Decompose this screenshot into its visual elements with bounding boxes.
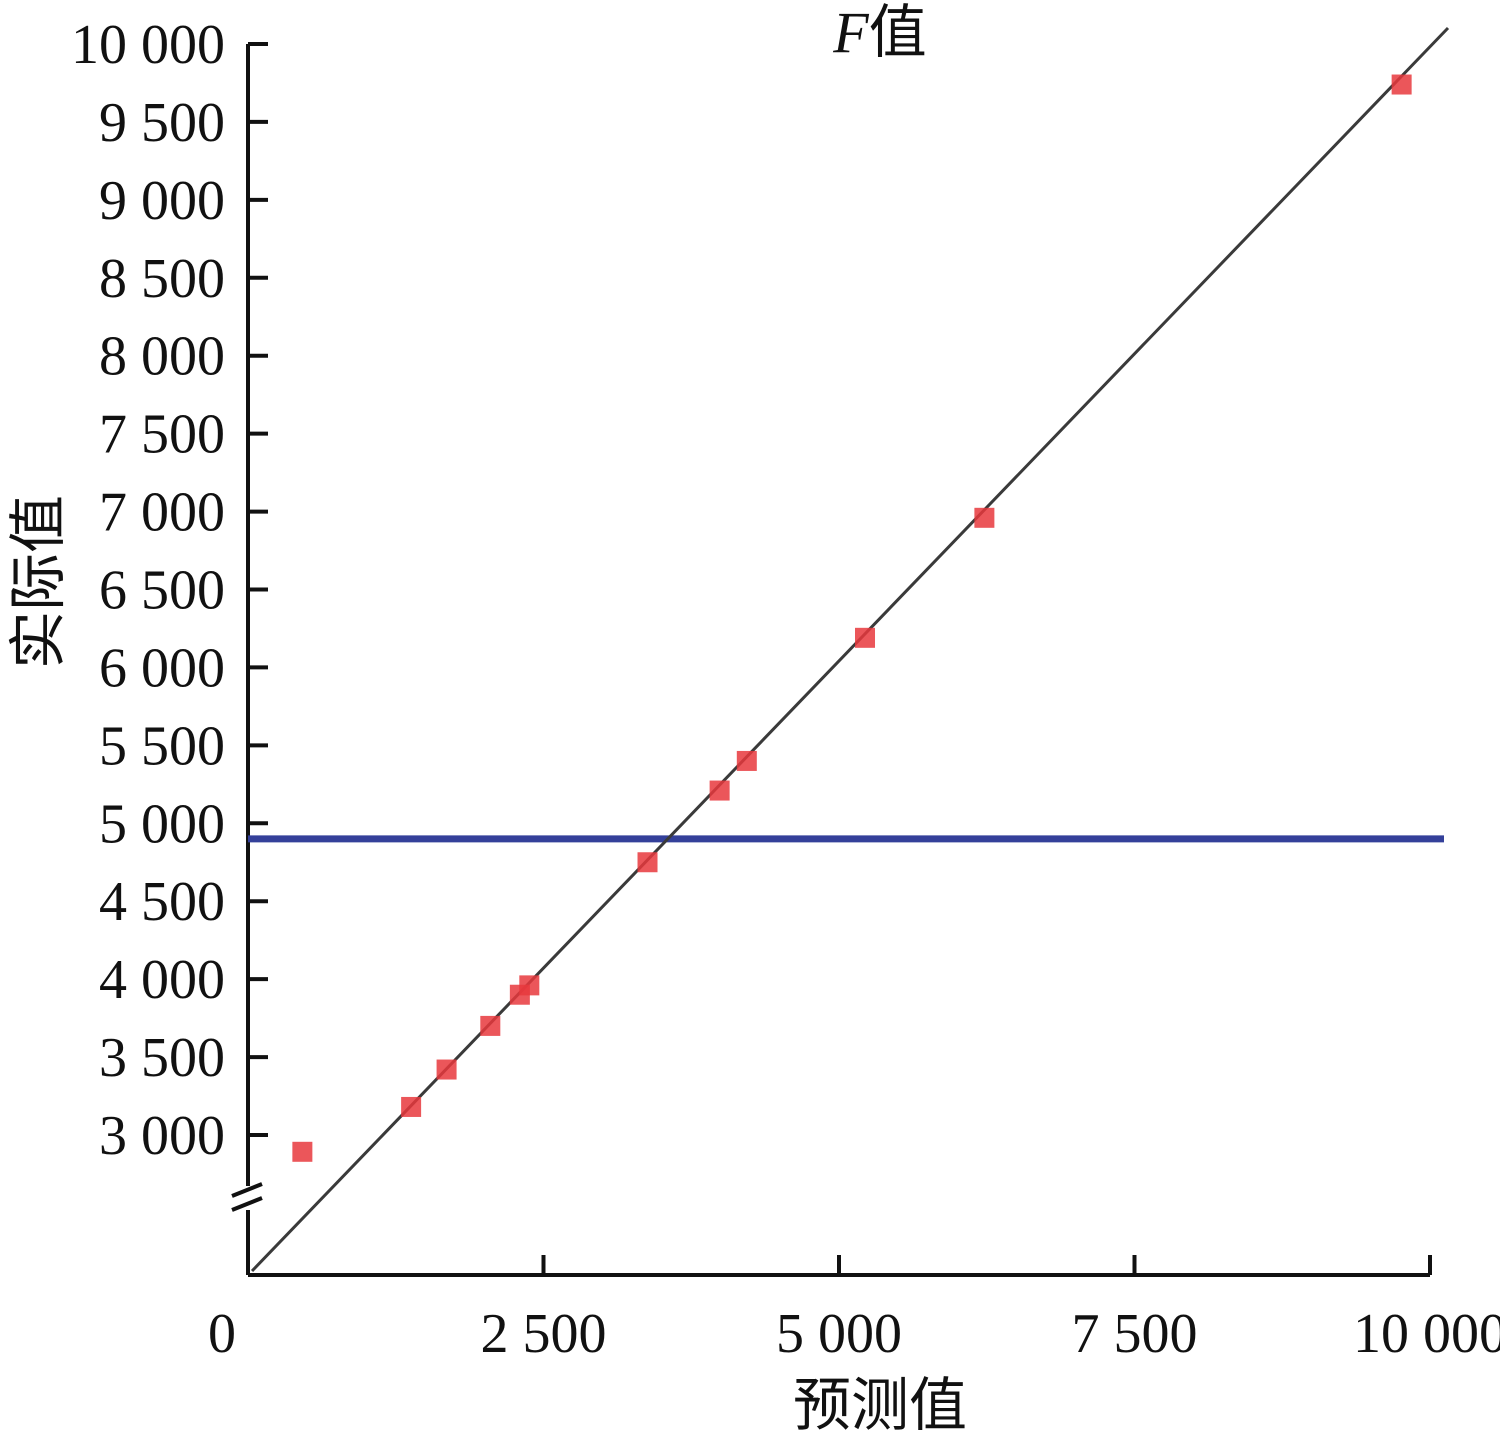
- y-tick-label: 5 500: [99, 715, 225, 777]
- y-tick-label: 9 000: [99, 170, 225, 232]
- y-tick-label: 7 500: [99, 404, 225, 466]
- y-tick-label: 6 000: [99, 637, 225, 699]
- y-tick-label: 3 000: [99, 1105, 225, 1167]
- x-axis-title: 预测值: [793, 1371, 967, 1432]
- y-tick-label: 8 000: [99, 326, 225, 388]
- fit-line: [250, 26, 1450, 1273]
- y-tick-label: 8 500: [99, 248, 225, 310]
- data-point: [292, 1141, 313, 1162]
- y-tick-label: 3 500: [99, 1027, 225, 1089]
- x-tick-label: 7 500: [1072, 1303, 1198, 1365]
- y-tick-label: 7 000: [99, 482, 225, 544]
- axis-break-mark: [231, 1182, 263, 1198]
- y-tick-label: 4 500: [99, 871, 225, 933]
- data-point: [436, 1059, 457, 1080]
- chart-title-rest: 值: [869, 0, 927, 66]
- data-point: [736, 750, 757, 771]
- x-tick-label: 2 500: [481, 1303, 607, 1365]
- axes: [231, 44, 1430, 1277]
- data-point: [1391, 74, 1412, 95]
- chart-title-italic: F: [832, 0, 869, 65]
- data-point: [974, 507, 995, 528]
- y-tick-label: 9 500: [99, 92, 225, 154]
- y-tick-label: 6 500: [99, 560, 225, 622]
- axis-break-mark: [231, 1196, 263, 1212]
- x-tick-label: 0: [208, 1303, 236, 1365]
- y-tick-label: 10 000: [71, 14, 225, 76]
- x-tick-label: 5 000: [776, 1303, 902, 1365]
- data-point: [480, 1015, 501, 1036]
- x-ticks: 0 2 500 5 000 7 500 10 000: [208, 1255, 1500, 1365]
- y-ticks: 3 000 3 500 4 000 4 500 5 000 5 500 6 000 6 500…: [71, 14, 268, 1167]
- data-point: [401, 1096, 422, 1117]
- data-point: [855, 627, 876, 648]
- series: [248, 26, 1450, 1273]
- x-tick-label: 10 000: [1353, 1303, 1500, 1365]
- data-point: [519, 975, 540, 996]
- data-point: [637, 852, 658, 873]
- y-tick-label: 4 000: [99, 949, 225, 1011]
- y-tick-label: 5 000: [99, 793, 225, 855]
- y-axis-title: 实际值: [4, 495, 72, 669]
- chart-title: F值: [832, 0, 926, 66]
- data-point: [709, 780, 730, 801]
